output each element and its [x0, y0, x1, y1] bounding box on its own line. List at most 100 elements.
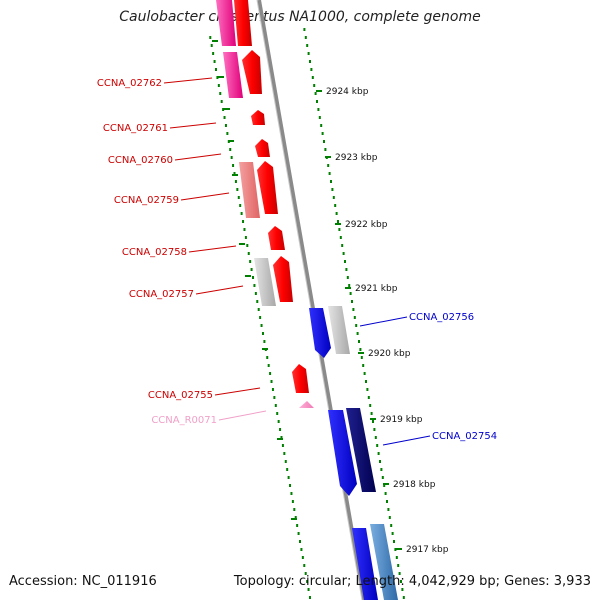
tick-dot [384, 492, 387, 495]
tick-dot [381, 476, 384, 479]
gene-feature-ccna-02760[interactable] [255, 139, 270, 157]
tick-dot [345, 268, 348, 271]
tick-dot [387, 508, 390, 511]
tick-dot [296, 524, 299, 527]
tick-dot [400, 580, 402, 583]
tick-dot [401, 588, 404, 591]
gene-feature-gray-2757[interactable] [254, 258, 276, 306]
tick-dot [223, 116, 226, 119]
tick-dot [380, 468, 383, 471]
gene-feature-ccna-r0071[interactable] [299, 401, 314, 408]
tick-dot [301, 556, 304, 559]
label-leader-line [195, 285, 244, 295]
tick-dot [353, 316, 356, 319]
tick-dot [348, 284, 351, 287]
gene-feature-ccna-02763[interactable] [234, 0, 252, 46]
gene-label-ccna-r0071[interactable]: CCNA_R0071 [151, 415, 217, 426]
tick-dot [300, 548, 303, 551]
tick-dot [213, 60, 216, 63]
tick-dot [372, 420, 374, 423]
tick-dot [216, 76, 219, 79]
gene-feature-ccna-02758[interactable] [268, 226, 285, 250]
major-tick [291, 518, 297, 520]
gene-label-ccna-02756[interactable]: CCNA_02756 [409, 312, 474, 323]
gene-feature-gray-2756[interactable] [328, 306, 350, 354]
tick-dot [356, 332, 359, 335]
major-tick [224, 108, 230, 110]
ruler-tick [316, 90, 322, 92]
gene-feature-navy-2754[interactable] [346, 408, 376, 492]
tick-dot [271, 388, 274, 391]
tick-dot [339, 236, 342, 239]
forward-gene-features [216, 0, 314, 408]
tick-dot [222, 108, 225, 111]
tick-dot [274, 404, 277, 407]
gene-feature-blue-bottom[interactable] [352, 528, 378, 600]
tick-dot [397, 564, 400, 567]
tick-dot [393, 540, 395, 543]
gene-feature-ccna-02757[interactable] [273, 256, 293, 302]
major-tick [228, 140, 234, 142]
tick-dot [254, 292, 257, 295]
gene-feature-ccna-02756[interactable] [309, 308, 331, 358]
gene-label-ccna-02757[interactable]: CCNA_02757 [129, 289, 194, 300]
tick-dot [286, 468, 289, 471]
tick-dot [220, 100, 223, 103]
tick-dot [259, 316, 262, 319]
tick-dot [376, 444, 379, 447]
tick-dot [273, 396, 276, 399]
gene-feature-steel-bottom[interactable] [370, 524, 398, 600]
gene-feature-ccna-02761[interactable] [251, 110, 265, 125]
tick-dot [270, 380, 273, 383]
tick-dot [253, 284, 256, 287]
gene-label-ccna-02755[interactable]: CCNA_02755 [148, 390, 213, 401]
gene-label-ccna-02759[interactable]: CCNA_02759 [114, 195, 179, 206]
tick-dot [334, 204, 337, 207]
tick-dot [276, 412, 279, 415]
tick-dot [246, 244, 249, 247]
tick-dot [379, 460, 381, 463]
gene-feature-salmon-2759[interactable] [239, 162, 260, 218]
tick-dot [306, 44, 309, 47]
gene-label-ccna-02761[interactable]: CCNA_02761 [103, 123, 168, 134]
ruler-label: 2923 kbp [335, 153, 378, 163]
tick-dot [383, 484, 386, 487]
gene-label-ccna-02758[interactable]: CCNA_02758 [122, 247, 187, 258]
tick-dot [362, 364, 365, 367]
gene-feature-ccna-02755[interactable] [292, 364, 309, 393]
tick-dot [260, 324, 263, 327]
ruler-labels: 2924 kbp 2923 kbp 2922 kbp 2921 kbp 2920 kbp… [316, 87, 449, 555]
gene-feature-pink-2762[interactable] [223, 52, 243, 98]
tick-dot [391, 532, 394, 535]
tick-dot [266, 356, 269, 359]
tick-dot [233, 172, 236, 175]
tick-dot [297, 532, 300, 535]
tick-dot [386, 500, 388, 503]
gene-feature-ccna-02762[interactable] [242, 50, 262, 94]
tick-dot [230, 156, 233, 159]
major-tick [262, 348, 268, 350]
gene-label-ccna-02762[interactable]: CCNA_02762 [97, 78, 162, 89]
gene-feature-ccna-02754[interactable] [328, 410, 357, 496]
tick-dot [209, 36, 212, 39]
gene-label-ccna-02754[interactable]: CCNA_02754 [432, 431, 497, 442]
label-leader-line [169, 122, 217, 129]
tick-dot [310, 68, 313, 71]
tick-dot [323, 140, 325, 143]
tick-dot [306, 580, 309, 583]
gene-feature-ccna-02763-pink[interactable] [216, 0, 236, 46]
tick-dot [377, 452, 380, 455]
label-leader-line [359, 316, 408, 327]
tick-dot [317, 108, 320, 111]
ruler-tick [345, 287, 351, 289]
tick-dot [388, 516, 391, 519]
tick-dot [239, 204, 242, 207]
major-tick [277, 438, 283, 440]
gene-label-ccna-02760[interactable]: CCNA_02760 [108, 155, 173, 166]
label-leader-line [218, 410, 267, 421]
gene-feature-ccna-02759[interactable] [257, 161, 278, 214]
tick-dot [229, 148, 232, 151]
tick-dot [257, 308, 260, 311]
